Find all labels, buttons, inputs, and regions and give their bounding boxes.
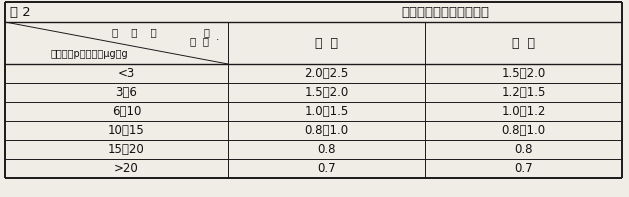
Text: 10～15: 10～15 [108,124,145,137]
Text: 作: 作 [203,27,209,37]
Text: ·: · [216,35,220,45]
Text: 有效磷（p）测定值μg／g: 有效磷（p）测定值μg／g [51,49,128,59]
Text: 6～10: 6～10 [112,105,141,118]
Text: 数  物: 数 物 [191,36,209,46]
Text: 0.8: 0.8 [317,143,336,156]
Text: 15～20: 15～20 [108,143,145,156]
Text: >20: >20 [114,162,139,175]
Text: <3: <3 [118,67,135,80]
Text: 3～6: 3～6 [116,86,138,99]
Text: 小  麦: 小 麦 [512,36,535,49]
Text: 0.8～1.0: 0.8～1.0 [304,124,348,137]
Text: 0.8: 0.8 [515,143,533,156]
Text: 0.8～1.0: 0.8～1.0 [501,124,545,137]
Text: 0.7: 0.7 [317,162,336,175]
Text: 1.2～1.5: 1.2～1.5 [501,86,546,99]
Text: 表 2: 表 2 [10,6,31,19]
Text: 1.5～2.0: 1.5～2.0 [501,67,545,80]
Text: 1.0～1.2: 1.0～1.2 [501,105,546,118]
Text: 1.5～2.0: 1.5～2.0 [304,86,348,99]
Text: 1.0～1.5: 1.0～1.5 [304,105,348,118]
Text: 换    算    系: 换 算 系 [112,27,157,37]
Text: 土壤磷测定值的换算系数: 土壤磷测定值的换算系数 [401,6,489,19]
Text: 0.7: 0.7 [514,162,533,175]
Text: 2.0～2.5: 2.0～2.5 [304,67,348,80]
Text: 玉  米: 玉 米 [315,36,338,49]
